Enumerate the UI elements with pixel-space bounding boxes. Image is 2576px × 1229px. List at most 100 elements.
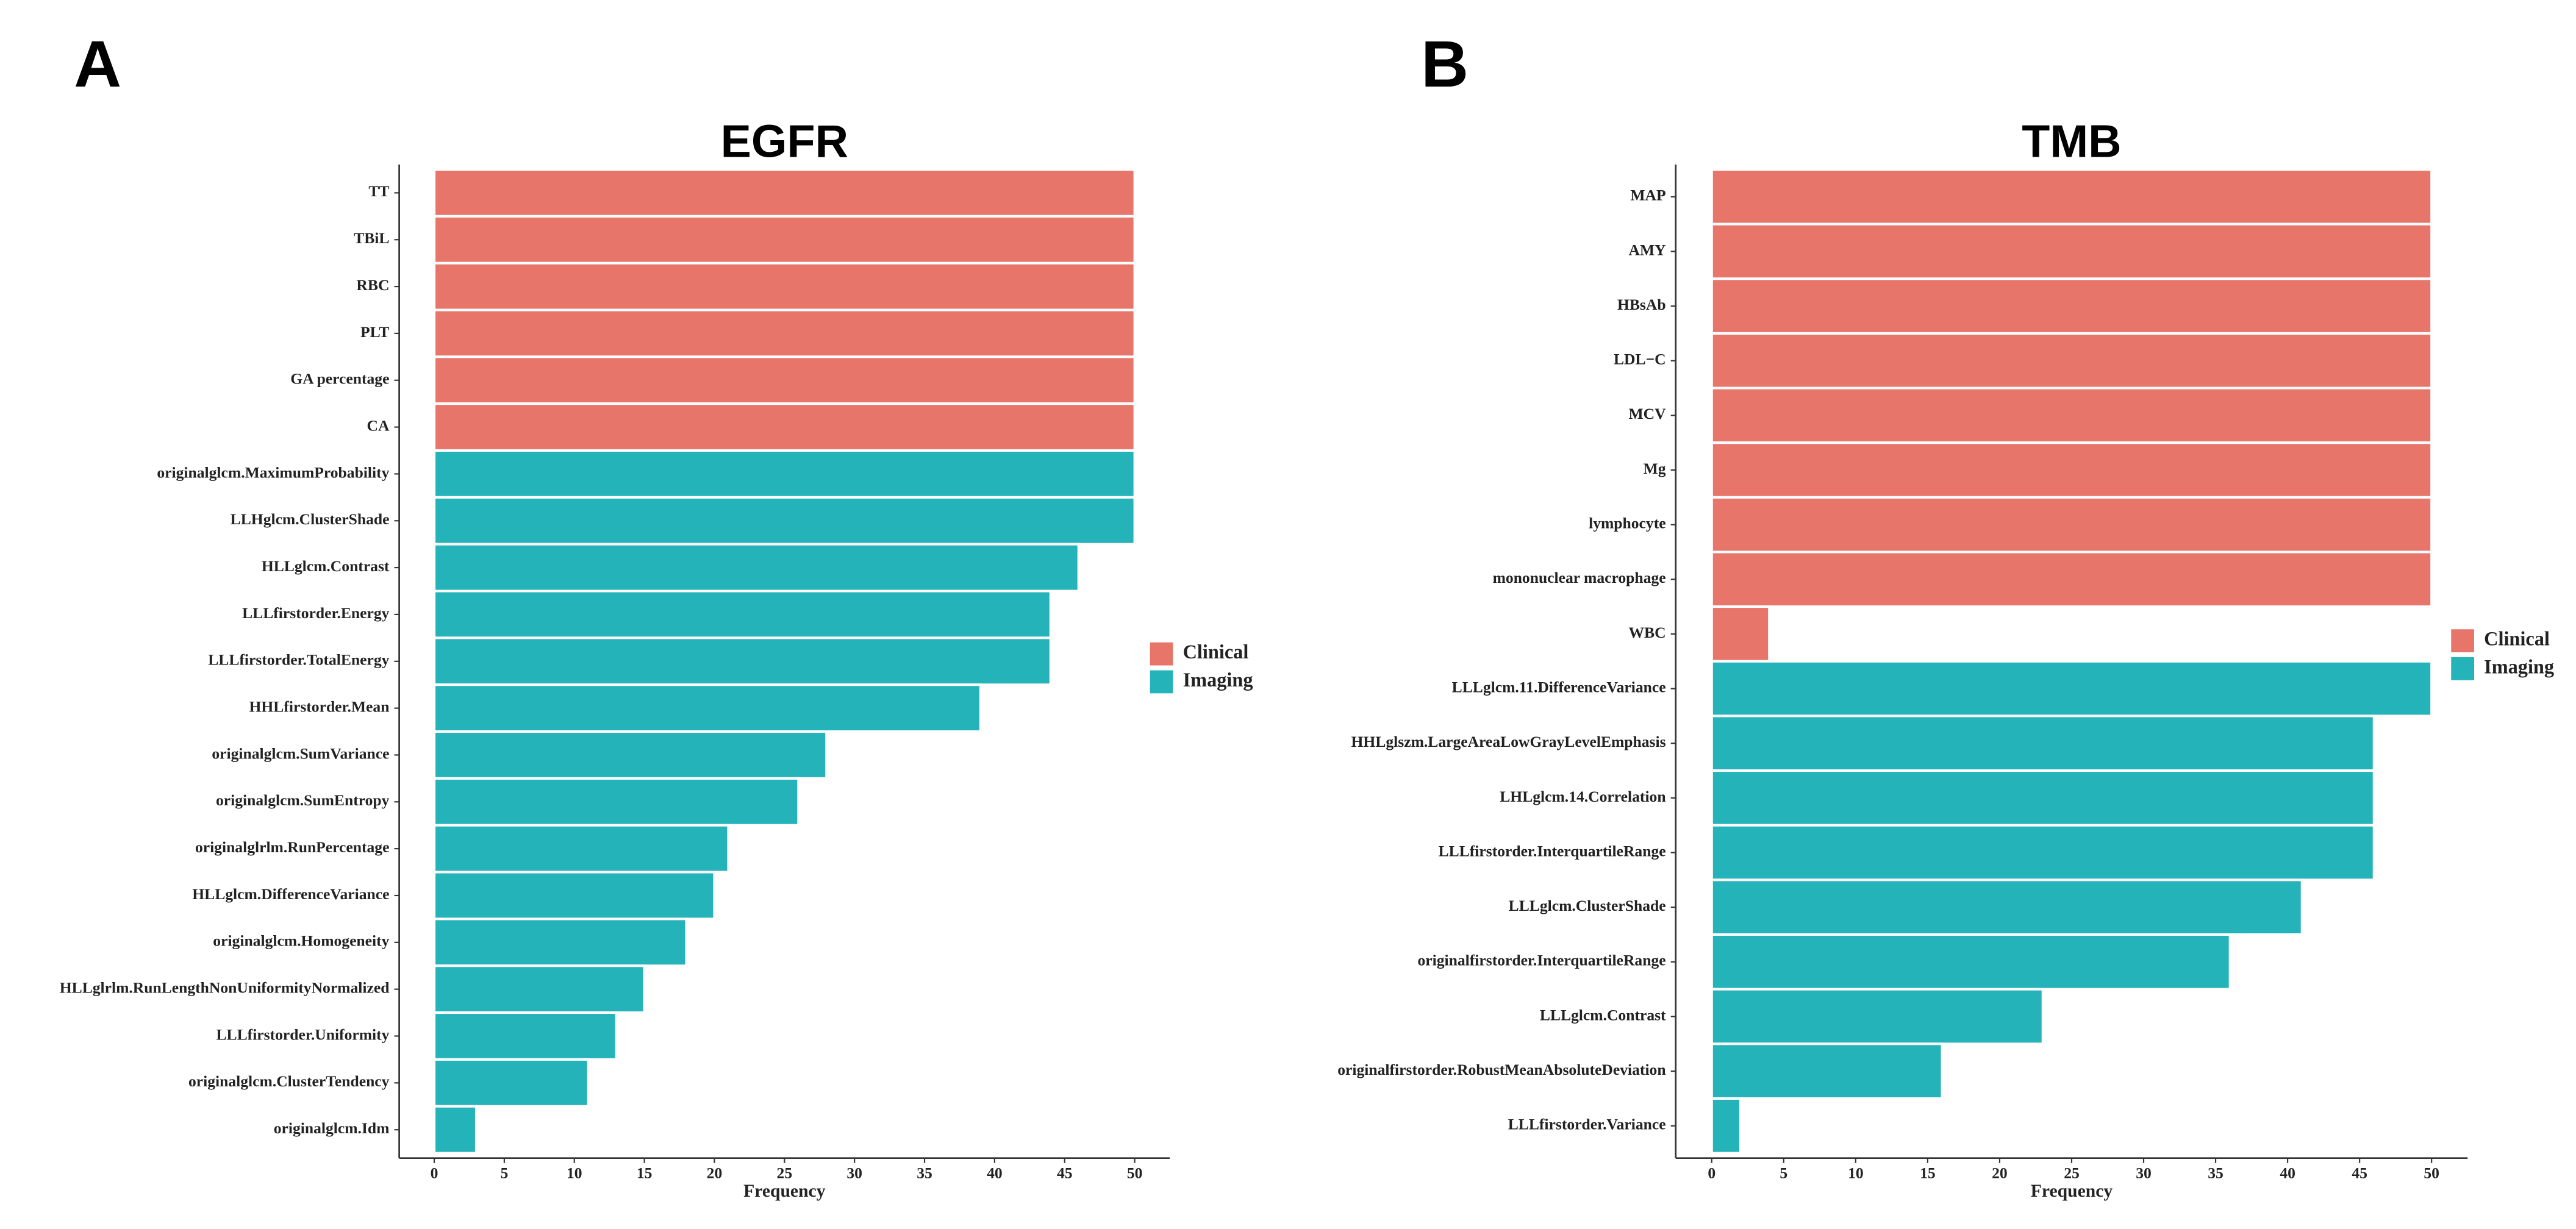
y-tick-label: originalglcm.SumVariance xyxy=(212,744,389,762)
bar xyxy=(1710,441,2433,499)
y-tick-label: LLLfirstorder.Uniformity xyxy=(216,1025,390,1043)
y-tick-label: lymphocyte xyxy=(1589,515,1665,532)
legend-label: Imaging xyxy=(2484,655,2554,677)
x-tick-label: 20 xyxy=(1992,1164,2008,1181)
bar xyxy=(433,636,1052,686)
y-tick-label: GA percentage xyxy=(290,370,389,388)
panel-label: B xyxy=(1421,27,1469,101)
x-tick-label: 0 xyxy=(1708,1164,1716,1181)
bar xyxy=(1710,714,2375,772)
y-tick-label: Mg xyxy=(1644,460,1666,477)
y-tick-label: MCV xyxy=(1628,405,1666,422)
bar xyxy=(1710,660,2433,718)
x-tick-label: 40 xyxy=(2280,1164,2295,1181)
legend-label: Clinical xyxy=(2484,628,2550,650)
bar xyxy=(433,1011,618,1061)
bar xyxy=(433,308,1136,358)
x-tick-label: 40 xyxy=(987,1164,1003,1181)
bar xyxy=(433,871,716,921)
y-tick-label: originalfirstorder.InterquartileRange xyxy=(1418,952,1666,969)
bar xyxy=(1710,878,2303,936)
chart-title: EGFR xyxy=(721,115,848,166)
y-tick-label: originalglcm.SumEntropy xyxy=(216,791,390,809)
bar xyxy=(433,449,1136,499)
y-tick-label: LLLfirstorder.Energy xyxy=(242,604,390,622)
y-tick-label: HHLfirstorder.Mean xyxy=(249,697,390,715)
bar xyxy=(433,496,1136,546)
bar xyxy=(1710,277,2433,335)
y-tick-label: PLT xyxy=(360,323,389,341)
x-tick-label: 30 xyxy=(846,1164,862,1181)
y-tick-label: LLLglcm.11.DifferenceVariance xyxy=(1452,678,1666,696)
legend-swatch xyxy=(2451,629,2474,652)
y-tick-label: originalglrlm.RunPercentage xyxy=(195,838,390,856)
x-tick-label: 10 xyxy=(1848,1164,1864,1181)
y-tick-label: originalglcm.MaximumProbability xyxy=(157,463,389,481)
legend-swatch xyxy=(1150,670,1173,694)
bar xyxy=(1710,1097,1742,1155)
x-tick-label: 50 xyxy=(1127,1164,1143,1181)
y-tick-label: originalfirstorder.RobustMeanAbsoluteDev… xyxy=(1337,1061,1665,1078)
bar xyxy=(433,355,1136,405)
x-tick-label: 0 xyxy=(431,1164,438,1181)
bar xyxy=(433,590,1052,639)
y-tick-label: LLLfirstorder.TotalEnergy xyxy=(208,651,389,669)
y-tick-label: RBC xyxy=(356,276,389,294)
y-tick-label: originalglcm.ClusterTendency xyxy=(188,1072,390,1090)
bar xyxy=(433,824,730,874)
y-tick-label: CA xyxy=(367,416,389,434)
y-tick-label: HLLglcm.Contrast xyxy=(262,557,390,575)
legend-swatch xyxy=(2451,657,2474,680)
x-tick-label: 15 xyxy=(637,1164,653,1181)
bar xyxy=(433,1058,590,1108)
x-tick-label: 50 xyxy=(2424,1164,2439,1181)
x-tick-label: 35 xyxy=(2208,1164,2224,1181)
y-tick-label: LLHglcm.ClusterShade xyxy=(231,510,390,528)
y-tick-label: MAP xyxy=(1630,187,1665,204)
y-tick-label: AMY xyxy=(1628,241,1665,258)
y-tick-label: originalglcm.Idm xyxy=(274,1119,390,1137)
x-tick-label: 45 xyxy=(1057,1164,1073,1181)
bar xyxy=(433,215,1136,265)
x-tick-label: 25 xyxy=(2064,1164,2080,1181)
y-tick-label: LHLglcm.14.Correlation xyxy=(1500,788,1665,805)
y-tick-label: TT xyxy=(368,182,389,200)
x-tick-label: 35 xyxy=(917,1164,932,1181)
x-tick-label: 30 xyxy=(2136,1164,2152,1181)
x-tick-label: 5 xyxy=(1780,1164,1787,1181)
x-tick-label: 25 xyxy=(777,1164,793,1181)
bar xyxy=(433,730,828,780)
x-axis-label: Frequency xyxy=(743,1181,826,1201)
bar xyxy=(1710,605,1771,663)
y-tick-label: HHLglszm.LargeAreaLowGrayLevelEmphasis xyxy=(1351,733,1666,750)
legend-swatch xyxy=(1150,642,1173,666)
x-tick-label: 10 xyxy=(567,1164,582,1181)
bar xyxy=(1710,933,2231,991)
y-tick-label: LLLfirstorder.Variance xyxy=(1508,1116,1666,1133)
bar xyxy=(433,402,1136,452)
y-tick-label: LLLglcm.Contrast xyxy=(1540,1006,1666,1024)
y-tick-label: HLLglrlm.RunLengthNonUniformityNormalize… xyxy=(60,979,390,997)
x-tick-label: 15 xyxy=(1920,1164,1936,1181)
panel-label: A xyxy=(74,27,121,101)
bar xyxy=(433,1105,478,1155)
y-tick-label: TBiL xyxy=(354,229,389,247)
x-axis-label: Frequency xyxy=(2031,1181,2113,1201)
bar xyxy=(433,168,1136,218)
y-tick-label: LLLfirstorder.InterquartileRange xyxy=(1439,842,1666,860)
bar xyxy=(433,964,646,1014)
bar xyxy=(1710,168,2433,226)
x-tick-label: 5 xyxy=(500,1164,508,1181)
y-tick-label: mononuclear macrophage xyxy=(1493,569,1666,586)
bar xyxy=(1710,387,2433,444)
y-tick-label: LLLglcm.ClusterShade xyxy=(1509,897,1666,914)
bar xyxy=(1710,824,2375,882)
bar xyxy=(433,262,1136,312)
y-tick-label: LDL−C xyxy=(1614,351,1666,368)
bar xyxy=(433,543,1080,593)
y-tick-label: HBsAb xyxy=(1617,296,1666,313)
legend-label: Imaging xyxy=(1183,669,1253,691)
y-tick-label: HLLglcm.DifferenceVariance xyxy=(192,885,389,903)
bar xyxy=(1710,496,2433,554)
